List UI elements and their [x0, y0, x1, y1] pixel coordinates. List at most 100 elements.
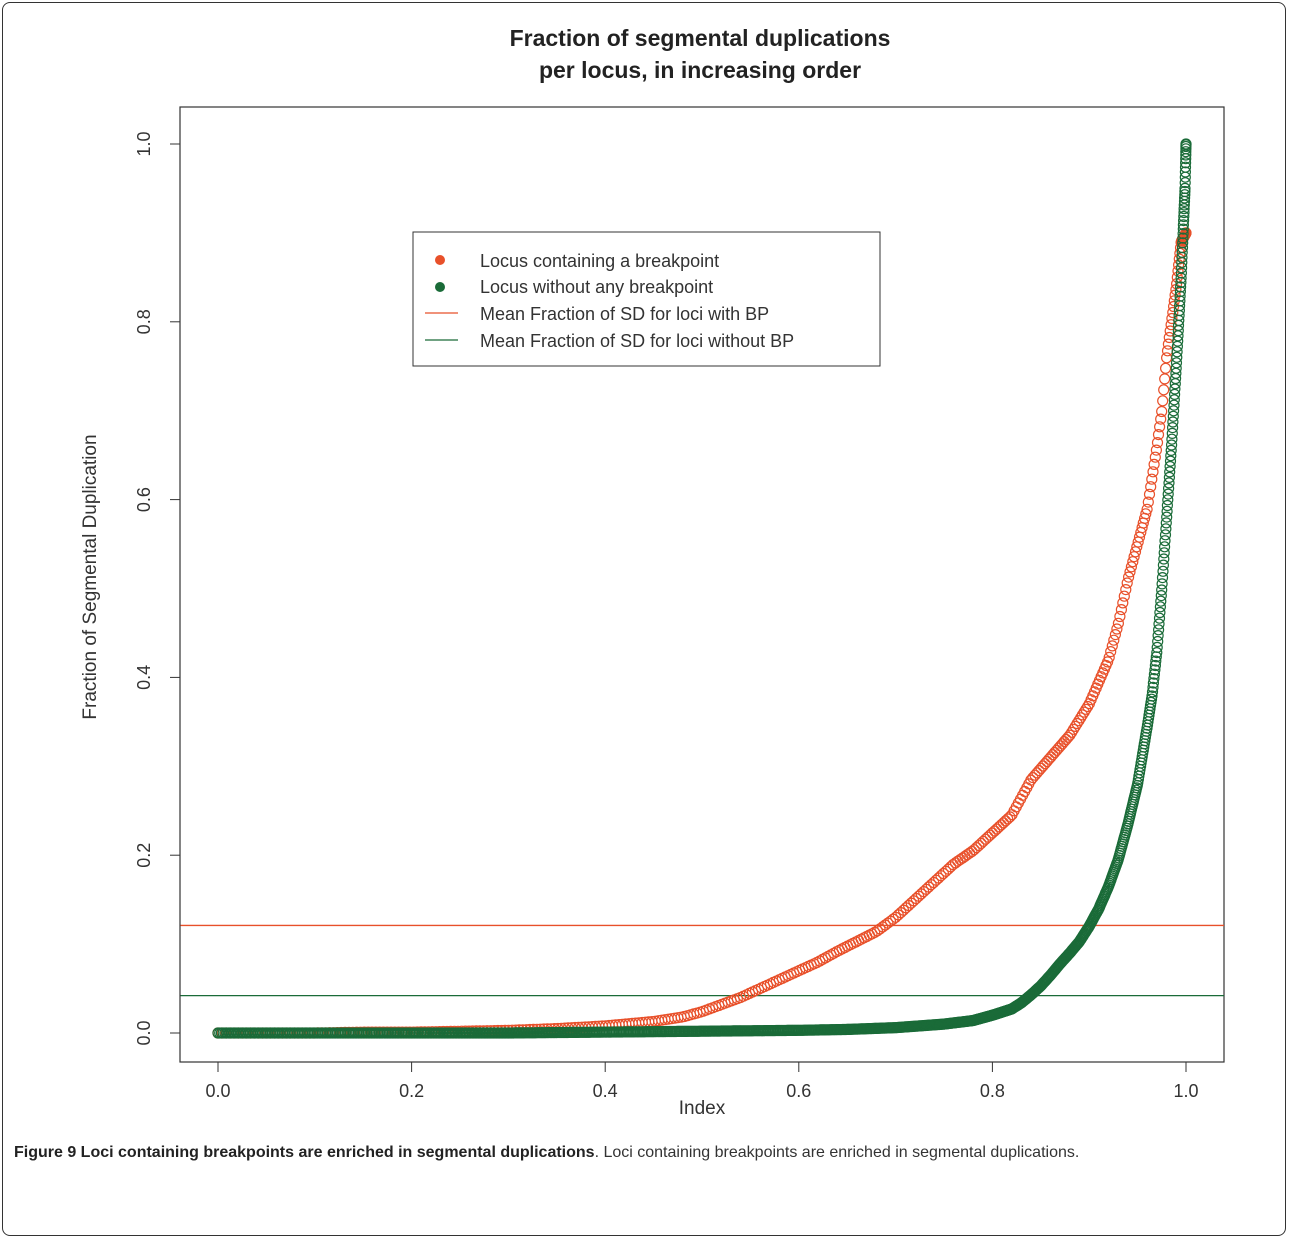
data-point	[1167, 410, 1179, 422]
data-point	[1146, 473, 1158, 485]
y-tick-label: 0.2	[134, 843, 154, 868]
data-point	[1150, 655, 1162, 667]
data-point	[1158, 553, 1170, 565]
data-point	[1125, 561, 1138, 573]
data-point	[1140, 508, 1152, 520]
data-point	[1164, 460, 1176, 473]
data-point	[1118, 590, 1130, 602]
x-tick-label: 0.8	[980, 1081, 1005, 1101]
y-tick-label: 1.0	[134, 131, 154, 156]
data-point	[1166, 422, 1179, 434]
data-point	[1154, 606, 1166, 619]
data-point	[1177, 215, 1190, 227]
data-point	[1071, 717, 1083, 730]
y-tick-label: 0.0	[134, 1020, 154, 1045]
legend-marker-no-breakpoint	[435, 282, 445, 292]
data-point	[1109, 628, 1122, 641]
data-point	[1160, 517, 1172, 529]
data-point	[1166, 427, 1178, 439]
chart-title-line-1: Fraction of segmental duplications	[510, 25, 891, 51]
x-tick-label: 0.2	[399, 1081, 424, 1101]
data-point	[1082, 700, 1094, 713]
data-point	[1067, 723, 1080, 735]
legend-entry-breakpoint: Locus containing a breakpoint	[480, 251, 719, 271]
data-point	[1162, 482, 1175, 495]
data-points	[212, 138, 1192, 1039]
data-point	[1115, 603, 1128, 616]
data-point	[1156, 584, 1168, 596]
data-point	[1114, 610, 1126, 623]
data-point	[1149, 659, 1162, 672]
data-point	[1170, 357, 1183, 369]
data-point	[1168, 388, 1181, 400]
data-point	[1163, 477, 1175, 489]
data-point	[1179, 182, 1191, 194]
data-point	[1167, 416, 1179, 428]
caption-text: . Loci containing breakpoints are enrich…	[594, 1144, 1080, 1161]
data-point	[1142, 496, 1154, 508]
x-tick-label: 0.6	[786, 1081, 811, 1101]
data-point	[1158, 384, 1170, 396]
data-point	[1167, 405, 1180, 417]
x-tick-label: 0.0	[205, 1081, 230, 1101]
data-point	[1178, 210, 1190, 223]
data-point	[1161, 505, 1173, 517]
data-point	[1155, 413, 1167, 425]
data-point	[1161, 499, 1174, 512]
data-point	[1152, 429, 1165, 441]
data-point	[1157, 565, 1169, 577]
data-point	[1066, 726, 1078, 738]
data-point	[1163, 471, 1176, 483]
data-point	[1166, 312, 1178, 325]
data-point	[1108, 634, 1120, 646]
data-point	[1147, 466, 1159, 478]
data-point	[1148, 672, 1160, 685]
data-point	[1160, 523, 1172, 535]
data-point	[1179, 157, 1192, 169]
data-point	[1149, 451, 1161, 463]
data-point	[1180, 146, 1192, 158]
data-point	[1158, 541, 1171, 553]
figure-caption: Figure 9 Loci containing breakpoints are…	[14, 1142, 1276, 1163]
data-point	[1141, 503, 1153, 515]
data-point	[1160, 352, 1173, 364]
data-point	[1106, 640, 1118, 652]
data-point	[1157, 559, 1170, 571]
data-point	[1064, 729, 1076, 741]
data-point	[1164, 455, 1177, 467]
y-axis: 0.0 0.2 0.4 0.6 0.8 1.0	[134, 131, 181, 1046]
data-point	[1069, 720, 1081, 733]
data-point	[1159, 362, 1172, 374]
data-point	[1156, 405, 1168, 418]
x-tick-label: 1.0	[1173, 1081, 1198, 1101]
data-point	[1101, 656, 1114, 668]
data-point	[1170, 362, 1182, 374]
data-point	[1073, 715, 1085, 727]
data-point	[1157, 395, 1169, 407]
data-point	[1180, 138, 1192, 150]
data-point	[1178, 203, 1190, 215]
data-point	[1179, 177, 1191, 189]
data-point	[1147, 681, 1159, 694]
y-tick-label: 0.8	[134, 309, 154, 334]
data-point	[1165, 444, 1177, 456]
data-point	[1161, 511, 1173, 523]
data-point	[1151, 646, 1163, 659]
data-point	[1153, 612, 1166, 624]
data-point	[1103, 651, 1115, 664]
legend-marker-breakpoint	[435, 255, 445, 265]
legend-entry-mean-bp: Mean Fraction of SD for loci with BP	[480, 304, 769, 324]
data-point	[1150, 444, 1163, 456]
y-axis-label: Fraction of Segmental Duplication	[80, 434, 101, 719]
data-point	[1168, 394, 1180, 406]
data-point	[1121, 577, 1133, 589]
data-point	[1120, 583, 1132, 596]
data-point	[1122, 571, 1135, 583]
chart: Fraction of segmental duplications per l…	[80, 25, 1225, 1119]
data-point	[1177, 232, 1189, 244]
data-point	[1153, 421, 1166, 433]
data-point	[1172, 259, 1185, 271]
mean-lines	[180, 924, 1224, 997]
data-point	[1159, 529, 1172, 541]
x-tick-label: 0.4	[593, 1081, 618, 1101]
